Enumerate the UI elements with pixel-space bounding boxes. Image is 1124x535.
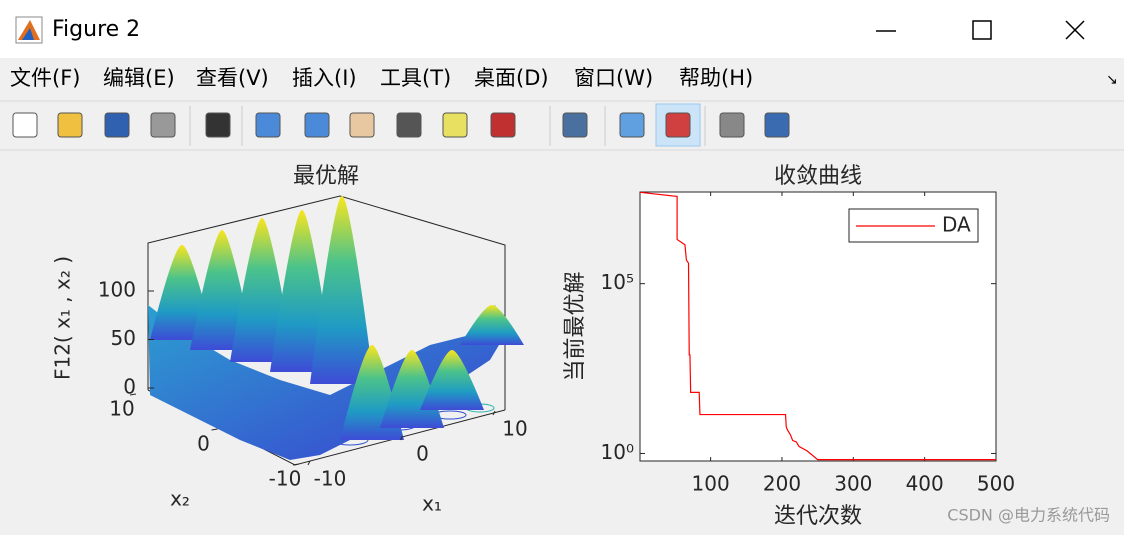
surface-peak xyxy=(460,305,524,345)
series-line xyxy=(639,191,996,461)
toolbar-button[interactable] xyxy=(304,112,330,138)
x-tick-label: 500 xyxy=(977,472,1015,496)
x-axis-label: x₁ xyxy=(422,492,442,516)
surface-peak xyxy=(420,350,484,410)
box-edge xyxy=(147,195,506,410)
y-tick-label: 10⁰ xyxy=(601,440,634,464)
y-tick-label: 0 xyxy=(197,432,210,456)
x-tick-label: 200 xyxy=(763,472,801,496)
window-title: Figure 2 xyxy=(52,17,140,42)
plot-title: 收敛曲线 xyxy=(774,164,862,189)
x-axis-label: 迭代次数 xyxy=(774,504,862,529)
x-tick xyxy=(307,460,311,466)
z-tick-label: 100 xyxy=(98,278,136,302)
toolbar-button[interactable] xyxy=(562,112,588,138)
toolbar-button[interactable] xyxy=(442,112,468,138)
window-controls[interactable] xyxy=(876,20,1085,40)
toolbar-button[interactable] xyxy=(764,112,790,138)
y-tick-label: -10 xyxy=(269,467,302,491)
menu-item[interactable]: 文件(F) xyxy=(10,66,80,90)
z-tick-label: 0 xyxy=(123,375,136,399)
y-tick xyxy=(211,428,218,431)
y-tick xyxy=(292,463,300,466)
menu-dock-arrow[interactable]: ↘ xyxy=(1106,72,1118,88)
toolbar-button[interactable] xyxy=(12,112,38,138)
toolbar-button[interactable] xyxy=(396,112,422,138)
plot-title: 最优解 xyxy=(293,164,359,189)
title-bar xyxy=(0,0,1124,58)
menu-item[interactable]: 查看(V) xyxy=(196,66,269,90)
menu-item[interactable]: 窗口(W) xyxy=(574,66,653,90)
toolbar-button[interactable] xyxy=(104,112,130,138)
z-axis-label: F12( x₁ , x₂ ) xyxy=(51,256,75,380)
y-tick-label: 10 xyxy=(109,397,134,421)
x-tick-label: 100 xyxy=(692,472,730,496)
toolbar-button[interactable] xyxy=(490,112,516,138)
menu-item[interactable]: 桌面(D) xyxy=(474,66,549,90)
y-axis-label: 当前最优解 xyxy=(563,271,588,381)
toolbar-button[interactable] xyxy=(349,112,375,138)
menu-item[interactable]: 帮助(H) xyxy=(679,66,753,90)
watermark: CSDN @电力系统代码 xyxy=(947,506,1110,525)
toolbar-button[interactable] xyxy=(150,112,176,138)
convergence-plot: 收敛曲线 100 200 300 400 500 10⁰ 10⁵ 迭代次数 当前最优解 DA xyxy=(563,164,1015,529)
toolbar-button[interactable] xyxy=(665,112,691,138)
surface-peak xyxy=(310,196,374,384)
menu-bar: 文件(F) 编辑(E) 查看(V) 插入(I) 工具(T) 桌面(D) 窗口(W) 帮助(H) xyxy=(10,66,753,90)
legend-label: DA xyxy=(942,213,971,237)
menu-item[interactable]: 工具(T) xyxy=(380,66,451,90)
toolbar-button[interactable] xyxy=(57,112,83,138)
toolbar-button[interactable] xyxy=(205,112,231,138)
y-tick xyxy=(129,393,137,396)
x-tick-label: 0 xyxy=(416,442,429,466)
toolbar-button[interactable] xyxy=(719,112,745,138)
app-icon xyxy=(15,16,43,44)
x-tick-label: -10 xyxy=(314,467,347,491)
x-tick-label: 10 xyxy=(502,417,527,441)
menu-item[interactable]: 编辑(E) xyxy=(103,66,175,90)
x-tick xyxy=(492,410,496,416)
toolbar xyxy=(0,100,1124,151)
close-button[interactable] xyxy=(1065,20,1085,40)
x-tick-label: 400 xyxy=(906,472,944,496)
y-tick-label: 10⁵ xyxy=(601,270,634,294)
maximize-button[interactable] xyxy=(972,20,992,40)
surface-base xyxy=(148,305,505,460)
z-tick-label: 50 xyxy=(111,326,136,350)
surface-peaks xyxy=(150,196,524,440)
toolbar-button[interactable] xyxy=(255,112,281,138)
menu-item[interactable]: 插入(I) xyxy=(292,66,357,90)
x-tick xyxy=(400,435,403,441)
toolbar-button[interactable] xyxy=(619,112,645,138)
y-axis-label: x₂ xyxy=(170,487,190,511)
x-tick-label: 300 xyxy=(834,472,872,496)
